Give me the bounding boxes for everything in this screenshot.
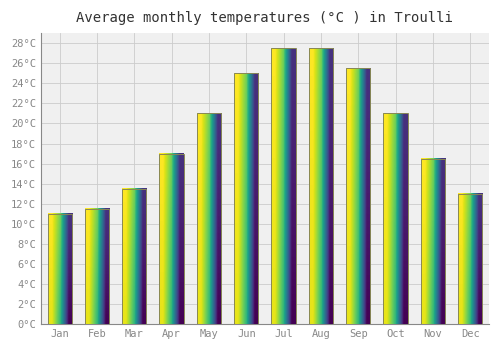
Bar (234, 74, 258, 324)
Bar (48, 214, 72, 324)
Bar (272, 48, 295, 324)
Title: Average monthly temperatures (°C ) in Troulli: Average monthly temperatures (°C ) in Tr… (76, 11, 454, 25)
Bar (160, 154, 184, 324)
Bar (346, 68, 370, 324)
Bar (458, 194, 482, 324)
Bar (197, 113, 221, 324)
Bar (122, 189, 146, 324)
Bar (421, 159, 445, 324)
Bar (309, 48, 333, 324)
Bar (85, 209, 109, 324)
Bar (384, 113, 407, 324)
